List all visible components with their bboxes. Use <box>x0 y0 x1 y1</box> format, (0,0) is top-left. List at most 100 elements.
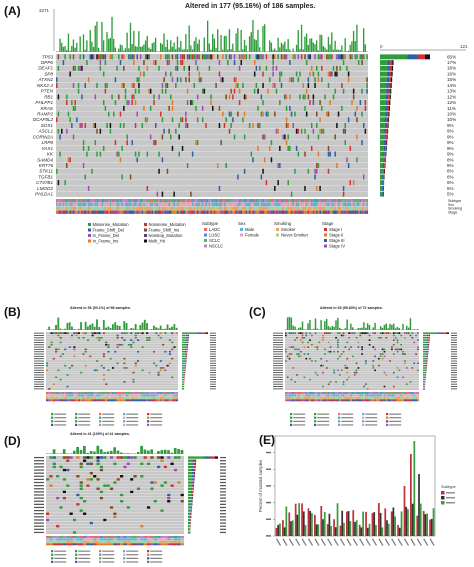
annotation-cell <box>57 399 60 402</box>
gene-label-mark <box>273 339 283 341</box>
annotation-cell <box>168 399 172 402</box>
mutation-cell <box>405 332 408 335</box>
mutation-cell <box>171 100 174 106</box>
tmb-bar <box>285 49 288 52</box>
legend-label: LADC <box>209 227 220 232</box>
annotation-cell <box>136 538 141 541</box>
annotation-cell <box>62 543 67 546</box>
annotation-cell <box>138 206 140 211</box>
annotation-cell <box>123 199 125 203</box>
gene-percent: 13% <box>447 89 456 94</box>
annotation-cell <box>183 210 186 214</box>
annotation-cell <box>342 399 345 402</box>
mutation-cell <box>289 77 291 83</box>
mutation-cell <box>134 122 137 129</box>
x-tick-label-mark <box>295 538 301 546</box>
annotation-cell <box>79 206 82 211</box>
mutation-cell <box>212 105 214 111</box>
mutation-cell <box>74 65 76 71</box>
annotation-cell <box>331 396 334 399</box>
mutation-cell <box>338 332 341 335</box>
tmb-bar <box>69 453 73 454</box>
mutation-cell <box>140 462 144 466</box>
mutation-cell <box>327 332 330 335</box>
mutation-cell <box>62 496 66 500</box>
mutation-cell <box>389 332 391 335</box>
annotation-cell <box>309 206 312 211</box>
annotation-cell <box>102 202 105 207</box>
annotation-cell <box>48 399 51 402</box>
gene-label-mark <box>34 372 44 374</box>
annotation-cell <box>392 392 395 395</box>
legend-swatch <box>147 553 150 556</box>
annotation-cell <box>232 206 234 211</box>
mutation-cell <box>222 77 224 83</box>
annotation-cell <box>262 210 265 214</box>
mutation-cell <box>340 369 343 372</box>
gene-label-mark <box>34 341 44 343</box>
mutation-cell <box>59 506 63 509</box>
mutation-cell <box>274 185 276 191</box>
mutation-cell <box>96 54 98 60</box>
annotation-cell <box>272 199 275 203</box>
annotation-cell <box>243 202 246 207</box>
mutation-cell <box>161 88 164 94</box>
gene-frequency-bar <box>424 371 426 374</box>
legend-swatch <box>51 420 54 423</box>
annotation-cell <box>289 199 291 203</box>
annotation-cell <box>173 202 176 207</box>
bar-axis-max: 121 <box>460 44 468 49</box>
annotation-cell <box>139 392 142 395</box>
mutation-cell <box>139 332 142 335</box>
legend-text-mark <box>102 417 115 419</box>
gene-frequency-bar <box>182 381 184 383</box>
annotation-cell <box>143 210 145 214</box>
mutation-cell <box>150 456 154 459</box>
gene-label: ASCL1 <box>37 129 53 134</box>
mutation-cell <box>136 54 138 60</box>
mutation-cell <box>109 54 112 60</box>
gene-label-mark <box>34 469 44 471</box>
mutation-cell <box>144 54 147 60</box>
mutation-cell <box>140 475 144 478</box>
gene-frequency-bar <box>185 339 187 341</box>
mutation-cell <box>168 350 171 353</box>
tmb-bar <box>297 30 299 52</box>
annotation-cell <box>46 543 50 546</box>
tmb-bar <box>363 322 365 330</box>
annotation-cell <box>253 206 256 211</box>
annotation-cell <box>152 399 156 402</box>
gene-frequency-bar <box>442 332 447 334</box>
tmb-bar <box>303 329 306 330</box>
mutation-cell <box>368 339 371 341</box>
annotation-cell <box>129 202 132 207</box>
mutation-cell <box>348 376 350 379</box>
tmb-bar <box>338 327 341 330</box>
legend-swatch <box>88 234 91 237</box>
mutation-cell <box>417 362 419 365</box>
annotation-cell <box>285 210 288 214</box>
annotation-cell <box>225 206 228 211</box>
gene-frequency-bar <box>185 364 186 367</box>
annotation-cell <box>280 202 283 207</box>
tmb-bar <box>64 46 66 52</box>
annotation-cell <box>411 399 414 402</box>
legend-text-mark <box>78 561 91 563</box>
gene-label-mark <box>34 497 44 499</box>
annotation-cell <box>62 202 65 207</box>
annotation-cell <box>272 202 275 207</box>
annotation-cell <box>84 202 87 207</box>
annotation-cell <box>165 199 167 203</box>
percent-label-mark <box>210 372 216 374</box>
mutation-cell <box>267 111 269 117</box>
mutation-cell <box>89 462 93 466</box>
annotation-cell <box>326 202 328 207</box>
annotation-cell <box>99 202 102 207</box>
annotation-cell <box>84 210 87 214</box>
tmb-bar <box>346 319 348 330</box>
mutation-cell <box>66 332 69 335</box>
gene-percent: 9% <box>447 123 454 128</box>
tmb-bar <box>277 37 279 52</box>
annotation-cell <box>213 199 216 203</box>
annotation-cell <box>151 206 154 211</box>
